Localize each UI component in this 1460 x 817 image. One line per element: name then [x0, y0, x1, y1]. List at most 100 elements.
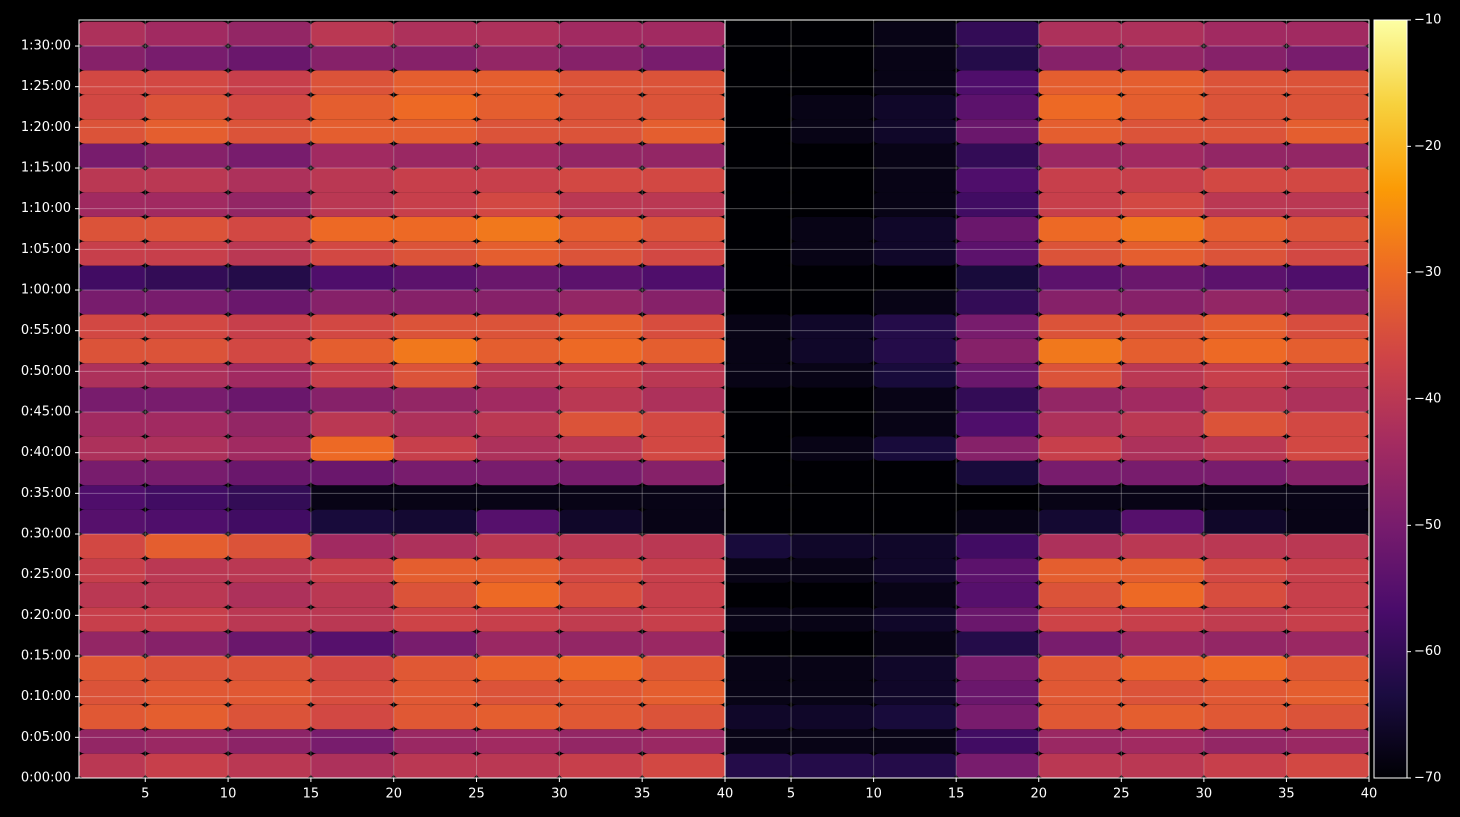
heat-cell	[1121, 192, 1204, 217]
heat-cell	[1038, 119, 1122, 144]
heat-cell	[393, 94, 477, 120]
heat-cell	[476, 46, 560, 71]
heat-cell	[476, 704, 560, 730]
heat-cell	[791, 21, 874, 47]
y-tick-label: 1:30:00	[21, 39, 71, 54]
heat-cell	[1286, 290, 1369, 315]
heat-cell	[1203, 412, 1287, 437]
heat-cell	[1038, 241, 1122, 266]
colorbar-tick-label: −60	[1414, 644, 1441, 659]
heat-cell	[79, 729, 146, 754]
heat-cell	[873, 143, 957, 169]
heat-cell	[1121, 21, 1204, 47]
heat-cell	[725, 582, 792, 608]
heat-cell	[559, 338, 643, 364]
heat-cell	[476, 729, 560, 754]
heat-cell	[791, 241, 874, 266]
heat-cell	[791, 558, 874, 583]
heat-cell	[1121, 729, 1204, 754]
heat-cell	[791, 729, 874, 754]
heat-cell	[310, 119, 394, 144]
heat-cell	[559, 509, 643, 535]
heat-cell	[725, 534, 792, 559]
heat-cell	[1121, 94, 1204, 120]
heat-cell	[79, 753, 146, 778]
heat-cell	[1038, 729, 1122, 754]
x-tick-label: 5	[787, 787, 795, 802]
heat-cell	[725, 704, 792, 730]
heat-cell	[228, 753, 311, 778]
heat-cell	[1121, 436, 1204, 461]
heat-cell	[1121, 704, 1204, 730]
x-tick-label: 10	[220, 787, 237, 802]
heat-cell	[1286, 631, 1369, 657]
heat-cell	[1203, 704, 1287, 730]
heat-cell	[725, 729, 792, 754]
heat-cell	[79, 46, 146, 71]
x-tick-label: 40	[717, 787, 734, 802]
heat-cell	[1286, 241, 1369, 266]
heat-cell	[873, 680, 957, 705]
heat-cell	[873, 729, 957, 754]
heat-cell	[1038, 607, 1122, 632]
heat-cell	[476, 680, 560, 705]
heat-cell	[228, 729, 311, 754]
heat-cell	[228, 143, 311, 169]
heat-cell	[393, 631, 477, 657]
heat-cell	[1038, 143, 1122, 169]
heat-cell	[79, 265, 146, 291]
heat-cell	[1038, 338, 1122, 364]
x-tick-label: 25	[1113, 787, 1130, 802]
heat-cell	[791, 119, 874, 144]
heat-cell	[791, 363, 874, 388]
heat-cell	[310, 290, 394, 315]
heat-cell	[310, 558, 394, 583]
heat-cell	[310, 412, 394, 437]
heat-cell	[791, 582, 874, 608]
heat-cell	[873, 485, 957, 510]
heat-cell	[956, 143, 1039, 169]
heat-cell	[559, 680, 643, 705]
heat-cell	[1286, 168, 1369, 193]
heat-cell	[393, 680, 477, 705]
heat-cell	[228, 607, 311, 632]
heat-cell	[1286, 46, 1369, 71]
heat-cell	[1286, 216, 1369, 242]
heat-cell	[642, 119, 725, 144]
y-tick-label: 0:25:00	[21, 567, 71, 582]
heat-cell	[956, 314, 1039, 339]
heat-cell	[791, 753, 874, 778]
heat-cell	[642, 656, 725, 681]
heat-cell	[1286, 534, 1369, 559]
heat-cell	[873, 607, 957, 632]
heat-cell	[642, 21, 725, 47]
heat-cell	[310, 534, 394, 559]
heat-cell	[873, 216, 957, 242]
x-tick-label: 35	[634, 787, 651, 802]
heat-cell	[310, 46, 394, 71]
heat-cell	[642, 607, 725, 632]
heat-cell	[642, 216, 725, 242]
heat-cell	[1286, 192, 1369, 217]
heat-cell	[476, 290, 560, 315]
heat-cell	[1286, 460, 1369, 486]
x-tick-label: 10	[865, 787, 882, 802]
heat-cell	[228, 265, 311, 291]
colorbar-tick-label: −40	[1414, 392, 1441, 407]
heat-cell	[79, 119, 146, 144]
x-tick-label: 5	[141, 787, 149, 802]
heat-cell	[310, 656, 394, 681]
heat-cell	[393, 412, 477, 437]
heat-cell	[476, 509, 560, 535]
heat-cell	[1121, 338, 1204, 364]
heat-cell	[559, 582, 643, 608]
heat-cell	[1203, 729, 1287, 754]
heat-cell	[791, 387, 874, 413]
heat-cell	[642, 582, 725, 608]
y-tick-label: 0:00:00	[21, 771, 71, 786]
heat-cell	[559, 314, 643, 339]
heat-cell	[228, 656, 311, 681]
heat-cell	[228, 412, 311, 437]
heat-cell	[956, 680, 1039, 705]
heat-cell	[559, 704, 643, 730]
